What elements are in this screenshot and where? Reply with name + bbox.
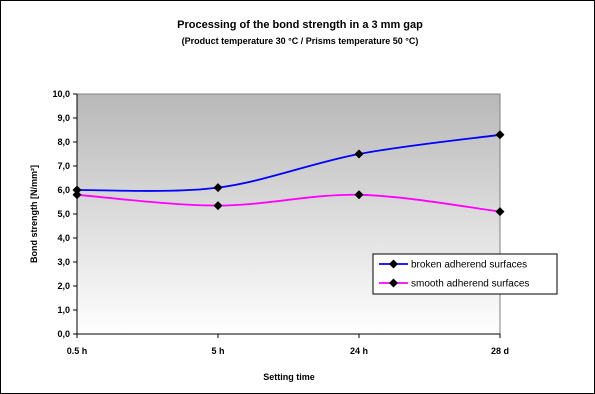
y-axis: 0,0 1,0 2,0 3,0 4,0 5,0 6,0 7,0 8,0 9,0 10,0	[52, 89, 78, 339]
legend-label-0: broken adherend surfaces	[411, 260, 527, 271]
chart-subtitle: (Product temperature 30 °C / Prisms temp…	[182, 36, 419, 46]
plot-area	[76, 93, 501, 335]
legend-box	[372, 253, 558, 295]
legend: broken adherend surfaces smooth adherend …	[372, 253, 558, 295]
y-tick-label: 6,0	[57, 185, 70, 195]
y-tick-label: 2,0	[57, 281, 70, 291]
data-point	[354, 190, 364, 200]
series-line-1	[76, 193, 501, 213]
chart-title: Processing of the bond strength in a 3 m…	[177, 19, 423, 31]
x-tick-label: 28 d	[491, 346, 509, 356]
data-point	[72, 185, 82, 195]
y-tick-label: 7,0	[57, 161, 70, 171]
data-point	[72, 190, 82, 200]
y-tick-label: 8,0	[57, 137, 70, 147]
legend-marker-1	[389, 278, 398, 288]
y-tick-label: 5,0	[57, 209, 70, 219]
series-layer	[72, 130, 505, 217]
legend-label-1: smooth adherend surfaces	[411, 279, 529, 290]
x-tick-label: 24 h	[350, 346, 368, 356]
x-tick-label: 5 h	[211, 346, 224, 356]
data-point	[495, 207, 505, 217]
data-point	[213, 183, 223, 193]
y-tick-label: 1,0	[57, 305, 70, 315]
y-tick-label: 10,0	[52, 89, 70, 99]
y-tick-label: 9,0	[57, 113, 70, 123]
legend-marker-0	[389, 259, 398, 269]
data-point	[354, 149, 364, 159]
data-point	[495, 130, 505, 140]
x-axis: 0.5 h 5 h 24 h 28 d	[67, 333, 509, 356]
x-axis-label: Setting time	[263, 372, 315, 382]
y-tick-label: 0,0	[57, 329, 70, 339]
y-axis-label: Bond strength [N/mm²]	[29, 165, 39, 263]
y-tick-label: 4,0	[57, 233, 70, 243]
x-tick-label: 0.5 h	[67, 346, 88, 356]
data-point	[213, 201, 223, 211]
series-line-0	[76, 133, 501, 192]
y-tick-label: 3,0	[57, 257, 70, 267]
